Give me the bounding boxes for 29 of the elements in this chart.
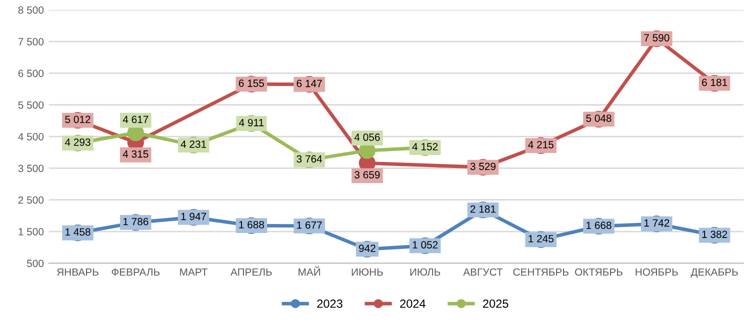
y-tick-label: 4 500 — [18, 133, 44, 140]
x-tick-label: СЕНТЯБРЬ — [513, 268, 568, 276]
legend-label: 2024 — [400, 299, 426, 308]
x-tick-label: МАЙ — [298, 266, 320, 276]
y-tick-label: 3 500 — [18, 164, 44, 172]
legend-label: 2023 — [317, 299, 342, 308]
x-tick-label: АПРЕЛЬ — [230, 268, 272, 276]
y-tick-label: 5 500 — [18, 101, 44, 109]
data-label: 3 659 — [354, 171, 380, 178]
data-label: 942 — [359, 244, 376, 252]
x-tick-label: ФЕВРАЛЬ — [112, 268, 160, 276]
y-tick-label: 6 500 — [18, 70, 44, 78]
x-tick-label: ОКТЯБРЬ — [575, 268, 622, 276]
y-tick-label: 7 500 — [18, 38, 44, 46]
data-label: 4 056 — [354, 134, 380, 141]
data-label: 4 617 — [122, 116, 148, 124]
x-tick-label: ИЮНЬ — [352, 268, 383, 276]
x-tick-label: АВГУСТ — [463, 268, 503, 276]
y-tick-label: 2 500 — [18, 196, 44, 204]
x-tick-label: ДЕКАБРЬ — [690, 268, 738, 278]
y-tick-label: 500 — [26, 260, 44, 268]
x-tick-label: НОЯБРЬ — [636, 268, 678, 276]
x-tick-label: ЯНВАРЬ — [57, 268, 98, 276]
x-tick-label: МАРТ — [180, 268, 208, 276]
data-label: 4 315 — [122, 150, 148, 158]
x-tick-label: ИЮЛЬ — [410, 268, 440, 276]
y-tick-label: 1 500 — [18, 228, 44, 236]
y-tick-label: 8 500 — [18, 6, 44, 14]
legend-label: 2025 — [483, 299, 508, 308]
